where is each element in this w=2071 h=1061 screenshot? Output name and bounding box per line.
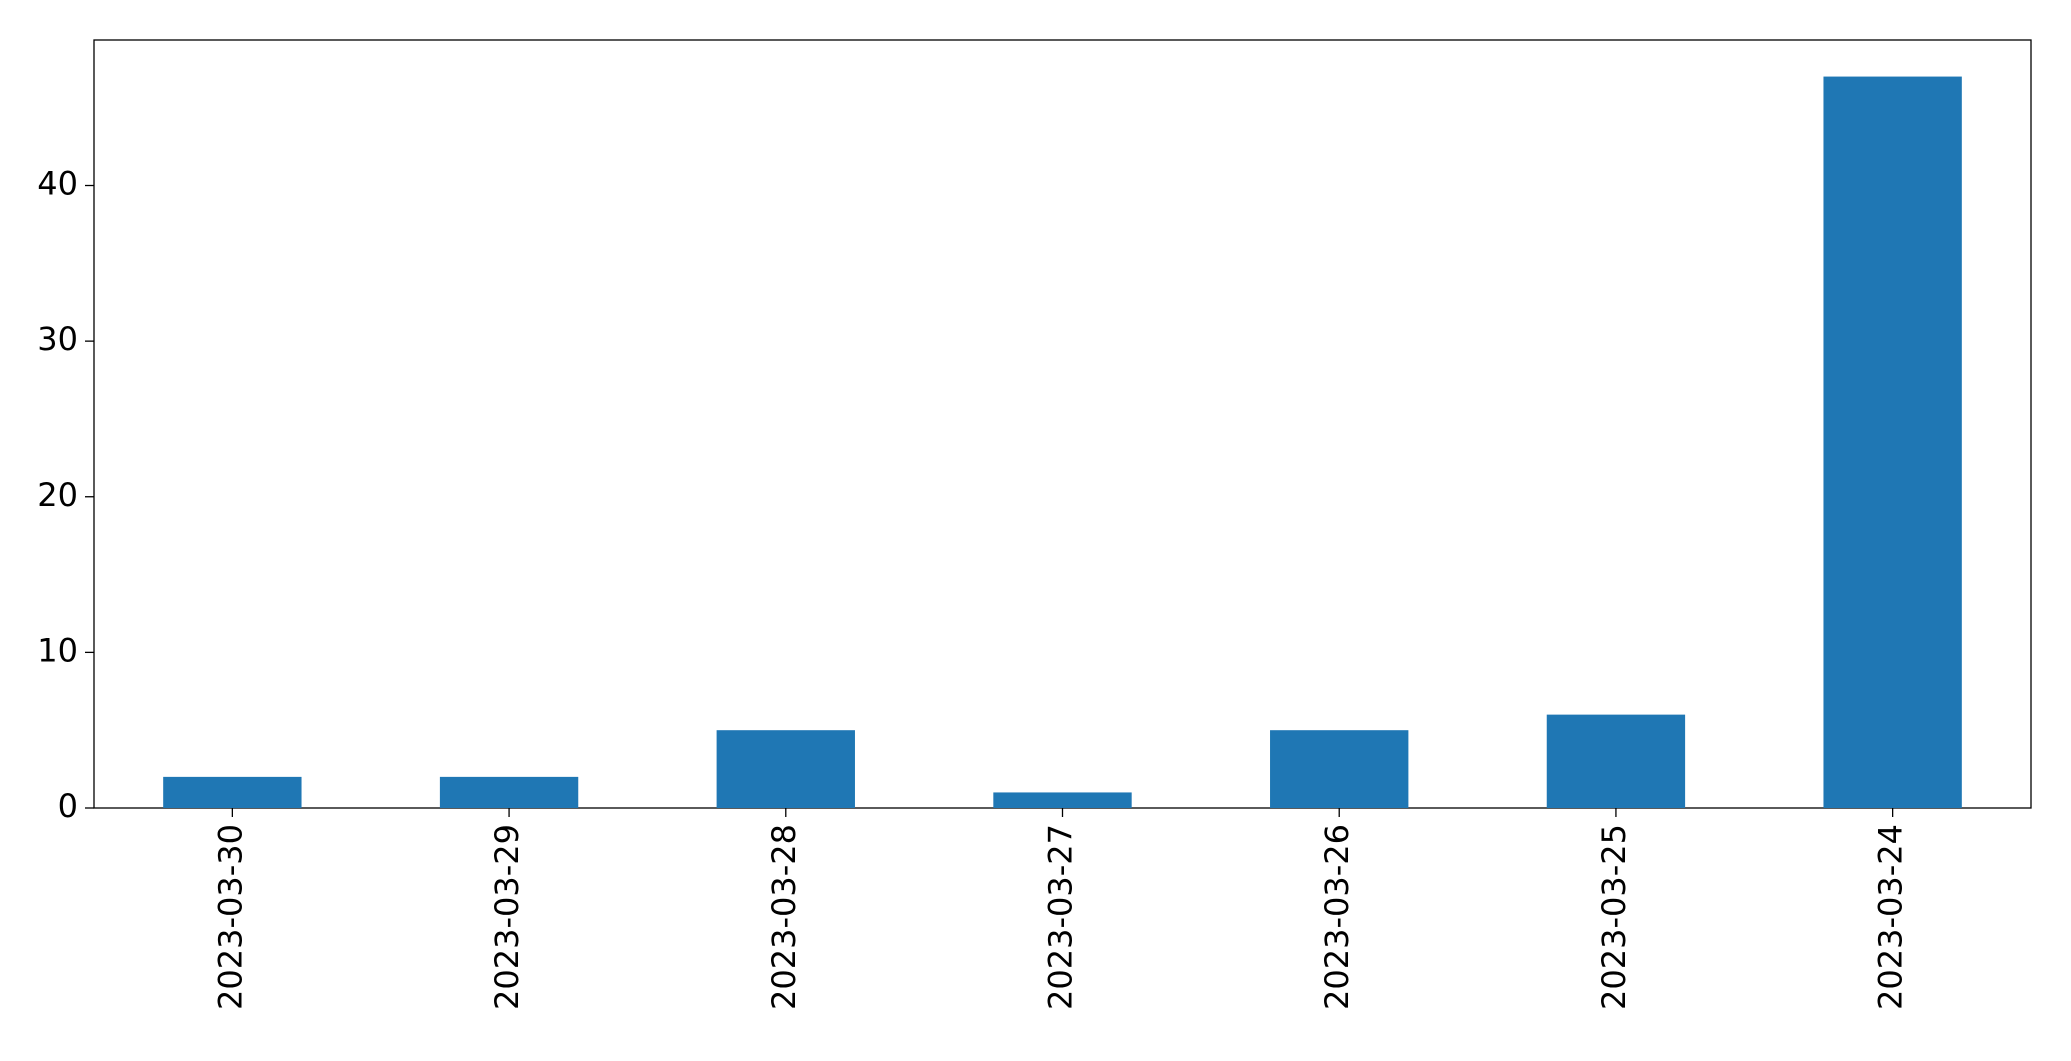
bar — [1823, 76, 1962, 809]
x-tick-label: 2023-03-26 — [1318, 824, 1356, 1010]
y-tick-label: 10 — [37, 631, 78, 669]
y-tick-label: 40 — [37, 165, 78, 203]
bar — [716, 730, 855, 808]
bar — [439, 776, 579, 808]
x-tick-label: 2023-03-29 — [488, 824, 526, 1010]
x-tick-label: 2023-03-24 — [1872, 824, 1910, 1010]
plot-frame — [93, 39, 2032, 809]
x-tick-label: 2023-03-27 — [1042, 824, 1080, 1010]
y-tick-label: 20 — [37, 476, 78, 514]
x-tick-label: 2023-03-28 — [765, 824, 803, 1010]
y-tick-label: 30 — [37, 320, 78, 358]
x-tick-label: 2023-03-25 — [1595, 824, 1633, 1010]
x-tick-label: 2023-03-30 — [211, 824, 249, 1010]
y-tick-label: 0 — [58, 787, 78, 825]
bar — [1546, 714, 1686, 808]
bar — [1270, 730, 1409, 808]
bar — [163, 776, 302, 808]
bar — [993, 792, 1132, 808]
